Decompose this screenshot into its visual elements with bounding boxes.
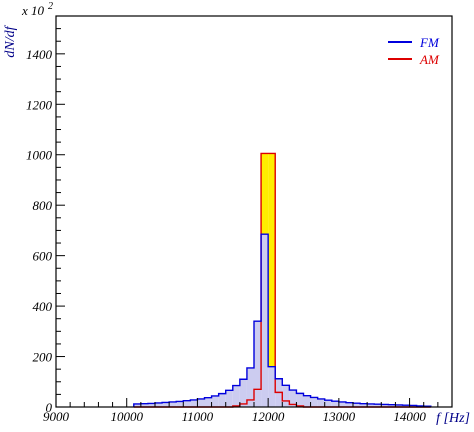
y-multiplier-label: x 10 [21, 3, 45, 18]
fm-bar-fill [169, 401, 177, 407]
fm-bar-fill [176, 401, 184, 407]
fm-bar-fill [190, 399, 198, 407]
fm-bar-fill [374, 404, 382, 407]
fm-bar-fill [395, 404, 403, 407]
fm-bar-fill [317, 398, 325, 407]
fm-bar-fill [289, 390, 297, 407]
fm-bar-fill [183, 400, 191, 407]
x-tick-label: 14000 [393, 409, 426, 424]
x-axis-label: f [Hz] [436, 411, 470, 426]
fm-bar-fill [402, 405, 410, 407]
fm-bar-fill [268, 366, 276, 407]
fm-bar-fill [381, 404, 389, 407]
fm-bar-fill [409, 405, 417, 407]
y-tick-label: 1200 [26, 97, 53, 112]
fm-bar-fill [254, 321, 262, 407]
am-bar-fill [261, 153, 269, 235]
fm-bar-fill [310, 397, 318, 407]
fm-bar-fill [140, 403, 148, 407]
fm-bar-fill [232, 385, 240, 407]
fm-bar-fill [218, 393, 226, 407]
fm-series-line [133, 233, 432, 407]
y-tick-label: 800 [33, 198, 53, 213]
x-tick-label: 13000 [323, 409, 356, 424]
fm-bar-fill [246, 367, 254, 407]
fm-bar-fill [261, 234, 269, 407]
fm-bar-fill [353, 403, 361, 407]
x-tick-label: 11000 [182, 409, 214, 424]
fm-bar-fill [345, 402, 353, 407]
y-tick-label: 1000 [26, 148, 53, 163]
fm-bar-fill [204, 397, 212, 407]
fm-bar-fill [239, 379, 247, 407]
fm-bar-fill [360, 403, 368, 407]
y-axis-label: dN/df [3, 24, 18, 57]
fm-bar-fill [303, 395, 311, 407]
fm-bar-fill [147, 403, 155, 407]
x-tick-label: 10000 [110, 409, 143, 424]
fm-bar-fill [211, 395, 219, 407]
x-tick-label: 9000 [43, 409, 70, 424]
fm-bar-fill [197, 398, 205, 407]
fm-bar-fill [324, 400, 332, 407]
fm-bar-fill [162, 402, 170, 407]
am-series-line [133, 152, 431, 408]
fm-bar-fill [338, 401, 346, 407]
y-tick-label: 0 [46, 400, 53, 415]
fm-bar-fill [225, 390, 233, 407]
fm-bar-fill [296, 393, 304, 407]
fm-bar-fill [282, 385, 290, 407]
fm-bar-fill [388, 404, 396, 407]
x-tick-label: 12000 [252, 409, 285, 424]
y-tick-label: 1400 [26, 47, 53, 62]
legend-entry-fm-label: FM [419, 35, 440, 50]
y-multiplier-exponent: 2 [48, 1, 53, 12]
fm-bar-fill [155, 402, 163, 407]
fm-bar-fill [133, 403, 141, 407]
y-tick-label: 600 [33, 249, 53, 264]
y-tick-label: 200 [33, 350, 53, 365]
legend-entry-am-label: AM [419, 52, 440, 67]
am-bar-fill [268, 153, 276, 367]
y-tick-label: 400 [33, 299, 53, 314]
fm-bar-fill [331, 401, 339, 407]
fm-bar-fill [367, 403, 375, 407]
